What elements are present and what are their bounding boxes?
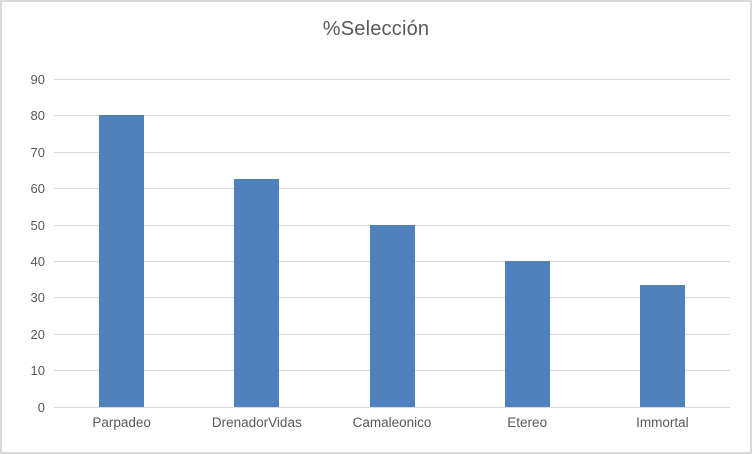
y-axis-tick-label: 10 xyxy=(30,363,45,379)
gridline: 60 xyxy=(31,181,730,196)
y-axis-tick-label: 80 xyxy=(30,108,45,124)
bar-etereo[interactable] xyxy=(504,260,550,407)
gridline: 0 xyxy=(38,400,730,415)
x-axis-category-label: Etereo xyxy=(507,414,548,430)
bar-camaleonico[interactable] xyxy=(369,224,415,407)
bar-immortal[interactable] xyxy=(639,285,685,407)
bar-parpadeo[interactable] xyxy=(99,115,145,407)
y-axis-tick-label: 20 xyxy=(30,326,45,342)
y-axis-tick-label: 30 xyxy=(30,290,45,306)
x-axis-category-label: Parpadeo xyxy=(92,414,151,430)
y-axis-tick-label: 90 xyxy=(30,72,45,88)
gridline: 70 xyxy=(31,145,730,160)
bar-drenadorvidas[interactable] xyxy=(234,179,280,407)
y-axis-tick-label: 0 xyxy=(37,399,45,415)
gridline: 90 xyxy=(31,72,730,87)
y-axis-tick-label: 50 xyxy=(30,217,45,233)
x-axis-category-label: DrenadorVidas xyxy=(211,414,302,430)
y-axis-tick-label: 60 xyxy=(30,181,45,197)
x-axis-category-label: Camaleonico xyxy=(352,414,432,430)
y-axis-tick-label: 40 xyxy=(30,254,45,270)
plot-area: 0 10 20 30 40 50 60 70 80 90 Parpadeo DrenadorVida… xyxy=(31,72,730,430)
x-axis-category-label: Immortal xyxy=(636,414,689,430)
gridline: 80 xyxy=(31,109,730,124)
y-axis-tick-label: 70 xyxy=(30,144,45,160)
chart-title: %Selección xyxy=(322,18,430,40)
